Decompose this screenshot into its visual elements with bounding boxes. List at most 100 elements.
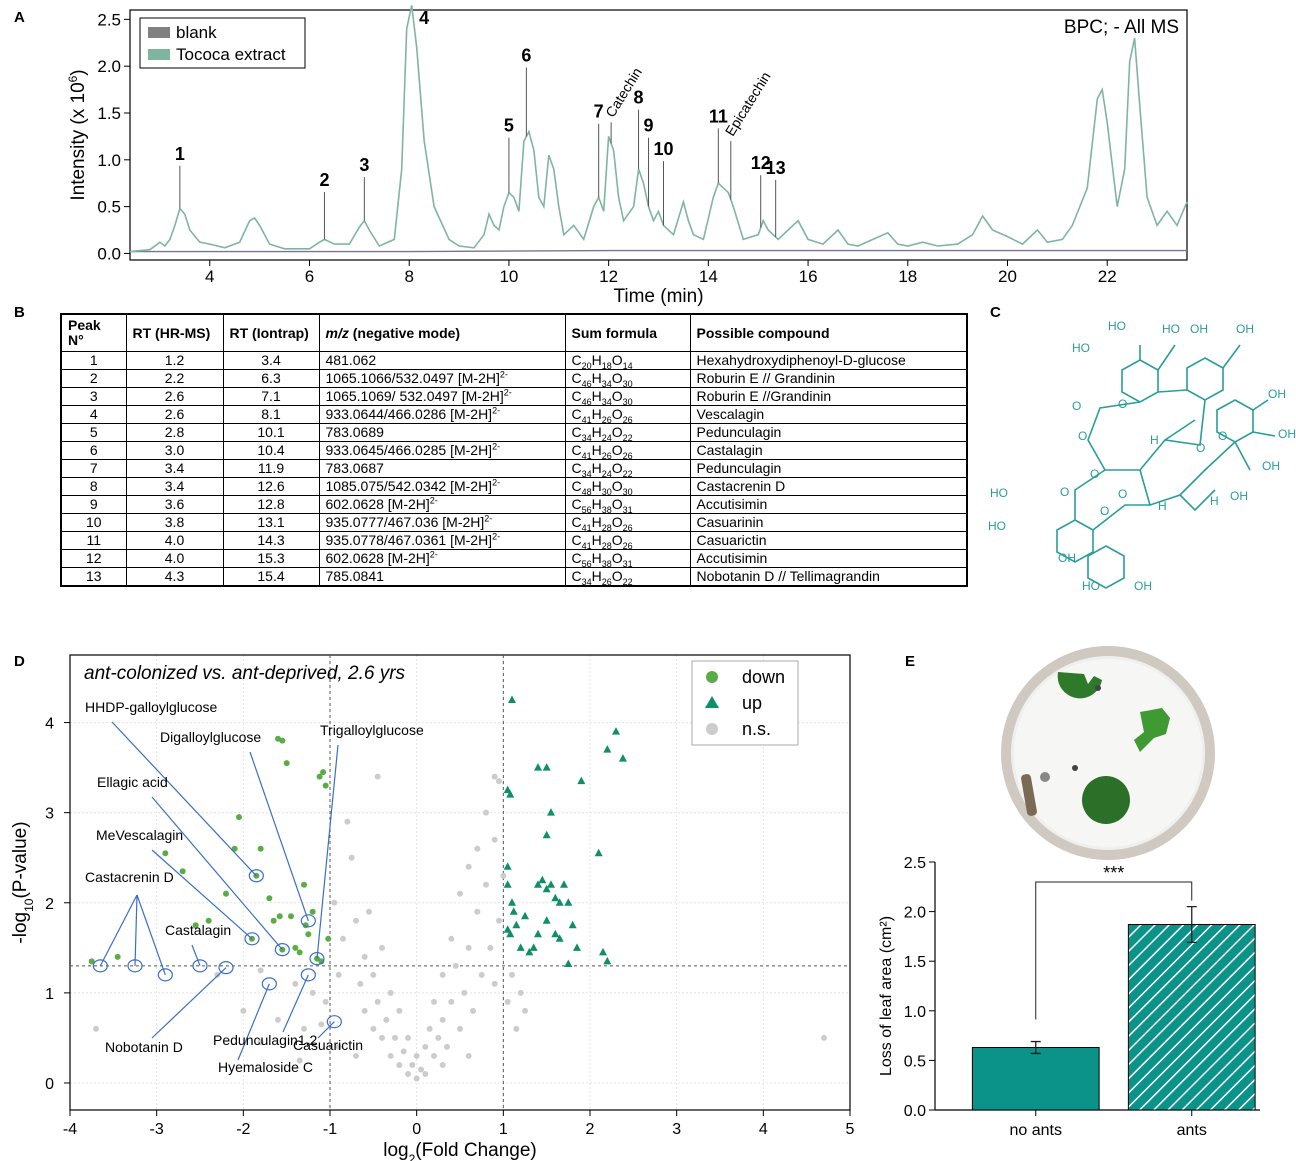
point bbox=[470, 1007, 476, 1014]
point bbox=[599, 947, 607, 956]
table-cell: 602.0628 [M-2H]2- bbox=[318, 549, 566, 568]
petri-dish-photo bbox=[1001, 646, 1215, 860]
table-row: 3 2.6 7.1 1065.1069/ 532.0497 [M-2H]2- C46H3… bbox=[60, 387, 968, 406]
table-cell: 15.4 bbox=[222, 567, 320, 587]
annotation: 2 bbox=[319, 170, 329, 190]
point bbox=[266, 895, 273, 902]
point bbox=[413, 1052, 420, 1059]
point bbox=[503, 862, 512, 870]
header-cell: RT (Iontrap) bbox=[222, 313, 320, 352]
point bbox=[275, 735, 281, 742]
point bbox=[448, 935, 455, 942]
y-axis-title-part: -log bbox=[10, 912, 31, 944]
point bbox=[318, 1021, 325, 1028]
point bbox=[223, 890, 229, 897]
point bbox=[88, 958, 95, 965]
y-tick-label: 0.0 bbox=[904, 1103, 926, 1120]
x-axis-title-part: 2 bbox=[409, 1152, 416, 1161]
y-tick-label: 0 bbox=[45, 1076, 54, 1093]
table-cell: Pedunculagin bbox=[689, 459, 968, 478]
structure-label: O bbox=[1118, 397, 1127, 411]
y-axis-title: Intensity (x 106) bbox=[66, 69, 89, 200]
point bbox=[503, 880, 512, 888]
y-tick-label: 2.5 bbox=[904, 855, 926, 872]
table-cell: C41H28O26 bbox=[564, 513, 691, 532]
point bbox=[292, 980, 299, 987]
point bbox=[491, 980, 498, 987]
point bbox=[361, 953, 368, 960]
annotation-circle bbox=[157, 968, 173, 982]
point bbox=[465, 863, 472, 870]
point bbox=[422, 1070, 429, 1077]
point bbox=[283, 760, 290, 767]
table-row: 13 4.3 15.4 785.0841 C34H26O22 Nobotanin D //… bbox=[60, 567, 968, 587]
point bbox=[366, 908, 372, 915]
table-cell: 4.0 bbox=[125, 549, 224, 568]
table-cell: 1.2 bbox=[125, 351, 224, 370]
point bbox=[353, 1052, 359, 1059]
point bbox=[538, 875, 547, 884]
table-cell: 10 bbox=[60, 513, 127, 532]
legend-label: Tococa extract bbox=[176, 45, 286, 64]
point bbox=[474, 908, 481, 915]
point bbox=[418, 1066, 424, 1073]
point bbox=[573, 943, 581, 951]
structure-label: H bbox=[1150, 433, 1159, 447]
table-cell: Roburin E //Grandinin bbox=[689, 387, 968, 406]
point bbox=[422, 1043, 429, 1050]
point bbox=[276, 913, 283, 920]
table-cell: 6.3 bbox=[222, 369, 320, 388]
header-cell: Sum formula bbox=[564, 313, 691, 352]
header-cell: Possible compound bbox=[689, 313, 968, 352]
point bbox=[516, 943, 525, 951]
panel-label: A bbox=[14, 9, 25, 26]
point bbox=[288, 913, 294, 920]
table-cell: Vescalagin bbox=[689, 405, 968, 424]
annotation-circle bbox=[274, 943, 290, 957]
table-cell: 1065.1069/ 532.0497 [M-2H]2- bbox=[318, 387, 566, 406]
point bbox=[483, 881, 489, 888]
point bbox=[594, 848, 603, 857]
table-cell: 3.4 bbox=[222, 351, 320, 370]
structure-label: H bbox=[1210, 494, 1219, 508]
x-tick-label: 12 bbox=[599, 267, 618, 286]
point bbox=[405, 1034, 411, 1041]
table-cell: C48H30O30 bbox=[564, 477, 691, 496]
table-cell: C56H38O31 bbox=[564, 549, 691, 568]
table-row: 5 2.8 10.1 783.0689 C34H24O22 Pedunculagin bbox=[60, 423, 968, 442]
x-tick-label: 10 bbox=[499, 267, 518, 286]
header-cell: Peak N° bbox=[60, 313, 127, 352]
point bbox=[325, 935, 332, 942]
annotation: Pedunculagin1,2 bbox=[213, 1032, 318, 1048]
table-cell: C41H26O26 bbox=[564, 405, 691, 424]
x-tick-label: 4 bbox=[759, 1121, 768, 1138]
legend-swatch bbox=[148, 49, 170, 60]
x-tick-label: -1 bbox=[323, 1121, 337, 1138]
table-cell: 2.8 bbox=[125, 423, 224, 442]
table-cell: Accutisimin bbox=[689, 549, 968, 568]
y-tick-label: 0.0 bbox=[97, 244, 121, 263]
structure-label: HO bbox=[990, 486, 1008, 500]
structure-label: OH bbox=[1262, 459, 1280, 473]
point bbox=[504, 998, 511, 1005]
bar bbox=[971, 1047, 1100, 1111]
chemical-structure bbox=[1056, 344, 1276, 589]
point bbox=[509, 971, 515, 978]
table-cell: C41H28O26 bbox=[564, 531, 691, 550]
y-axis-title-part: 6 bbox=[66, 75, 80, 82]
point bbox=[292, 944, 299, 951]
bar bbox=[1127, 923, 1256, 1111]
table-row: 1 1.2 3.4 481.062 C20H18O14 Hexahydroxydiphen… bbox=[60, 351, 968, 370]
point bbox=[517, 989, 524, 996]
y-tick-label: 2.0 bbox=[904, 905, 926, 922]
point bbox=[487, 944, 494, 951]
point bbox=[316, 773, 323, 780]
point bbox=[512, 920, 521, 929]
point bbox=[320, 769, 327, 776]
x-tick-label: 4 bbox=[205, 267, 214, 286]
point bbox=[564, 898, 573, 906]
structure-label: HO bbox=[988, 519, 1006, 533]
point bbox=[370, 1025, 377, 1032]
annotation-circle bbox=[248, 869, 264, 883]
point bbox=[448, 998, 455, 1005]
